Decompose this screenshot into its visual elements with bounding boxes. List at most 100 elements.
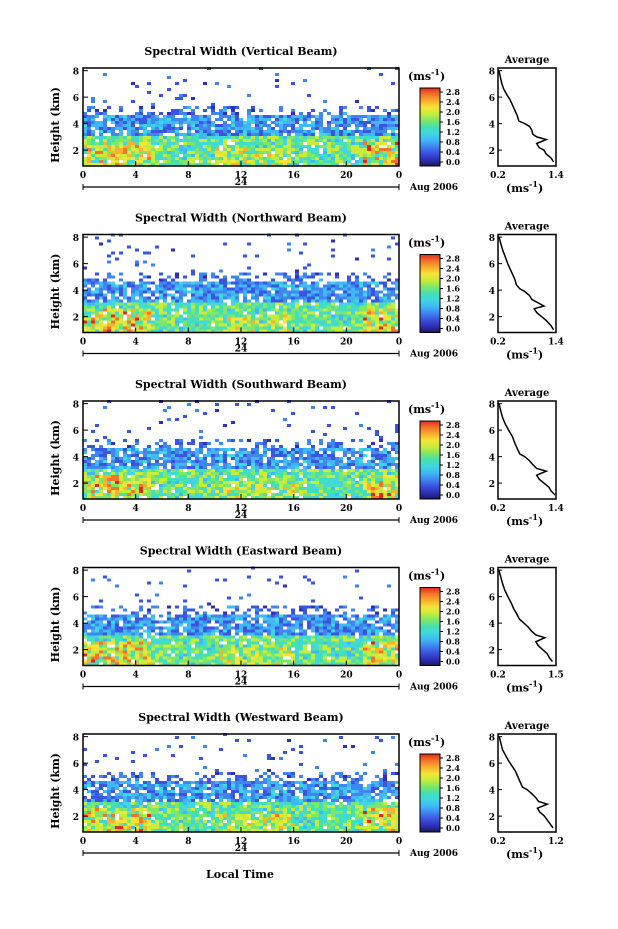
y-tick-label: 2 [73, 147, 79, 157]
heatmap-cell [235, 662, 239, 666]
heatmap-cell [347, 151, 351, 154]
heatmap-cell [191, 133, 195, 136]
heatmap-cell [267, 308, 271, 312]
heatmap-cell [335, 130, 339, 133]
heatmap-cell [131, 329, 135, 333]
heatmap-cell [247, 311, 251, 315]
heatmap-cell [167, 484, 171, 487]
heatmap-cell [359, 296, 363, 300]
heatmap-cell [303, 133, 307, 136]
heatmap-cell [383, 151, 387, 154]
heatmap-cell [167, 124, 171, 127]
heatmap-cell [371, 484, 375, 487]
heatmap-cell [235, 326, 239, 330]
heatmap-cell [235, 490, 239, 493]
heatmap-cell [295, 148, 299, 151]
heatmap-cell [235, 478, 239, 481]
heatmap-cell [107, 284, 111, 288]
heatmap-cell [151, 635, 155, 639]
heatmap-cell [91, 142, 95, 145]
heatmap-cell [215, 284, 219, 288]
y-tick-label: 2 [73, 314, 79, 324]
heatmap-cell [147, 481, 151, 484]
heatmap-cell [395, 638, 399, 642]
heatmap-cell [127, 127, 131, 130]
heatmap-cell [243, 496, 247, 499]
x-tick-label: 20 [340, 504, 353, 514]
heatmap-cell [123, 302, 127, 306]
heatmap-cell [287, 311, 291, 315]
heatmap-cell [95, 299, 99, 303]
heatmap-cell [271, 329, 275, 333]
heatmap-cell [279, 448, 283, 451]
heatmap-cell [175, 326, 179, 330]
heatmap-cell [387, 299, 391, 303]
heatmap-cell [275, 653, 279, 657]
heatmap-cell [199, 124, 203, 127]
heatmap-cell [91, 154, 95, 157]
heatmap-cell [395, 448, 399, 451]
heatmap-cell [339, 296, 343, 300]
heatmap-cell [223, 275, 227, 279]
heatmap-cell [387, 163, 391, 166]
heatmap-cell [231, 151, 235, 154]
heatmap-cell [303, 308, 307, 312]
heatmap-cell [127, 460, 131, 463]
colorbar-tick-label: 0.4 [446, 480, 460, 490]
heatmap-cell [247, 484, 251, 487]
heatmap-cell [367, 326, 371, 330]
heatmap-cell [383, 308, 387, 312]
heatmap-cell [139, 659, 143, 663]
heatmap-cell [287, 638, 291, 642]
heatmap-cell [175, 496, 179, 499]
heatmap-cell [275, 85, 279, 88]
heatmap-cell [143, 326, 147, 330]
heatmap-cell [195, 130, 199, 133]
heatmap-cell [103, 653, 107, 657]
heatmap-cell [291, 662, 295, 666]
heatmap-cell [259, 481, 263, 484]
heatmap-cell [99, 124, 103, 127]
heatmap-cell [375, 160, 379, 163]
heatmap-cell [91, 290, 95, 294]
heatmap-cell [303, 290, 307, 294]
heatmap-cell [211, 145, 215, 148]
heatmap-cell [207, 641, 211, 645]
colorbar-tick-label: 0.0 [446, 324, 460, 334]
heatmap-cell [87, 305, 91, 309]
heatmap-cell [87, 656, 91, 660]
heatmap-cell [167, 454, 171, 457]
heatmap-cell [167, 305, 171, 309]
heatmap-cell [263, 656, 267, 660]
heatmap-cell [207, 320, 211, 324]
heatmap-cell [219, 305, 223, 309]
heatmap-cell [107, 466, 111, 469]
heatmap-cell [363, 130, 367, 133]
heatmap-cell [231, 157, 235, 160]
heatmap-cell [371, 662, 375, 666]
heatmap-cell [263, 314, 267, 318]
heatmap-cell [355, 314, 359, 318]
heatmap-cell [215, 644, 219, 648]
heatmap-cell [239, 139, 243, 142]
heatmap-cell [143, 284, 147, 288]
heatmap-cell [239, 302, 243, 306]
heatmap-cell [87, 287, 91, 291]
average-unit: (ms-1) [506, 346, 543, 362]
heatmap-cell [151, 281, 155, 285]
heatmap-cell [115, 323, 119, 327]
heatmap-cell [167, 320, 171, 324]
heatmap-cell [167, 88, 171, 91]
heatmap-cell [195, 121, 199, 124]
colorbar-tick-label: 2.8 [446, 420, 460, 430]
heatmap-cell [163, 641, 167, 645]
colorbar-tick-label: 0.8 [446, 304, 460, 314]
heatmap-cell [247, 242, 251, 246]
heatmap-cell [191, 317, 195, 321]
heatmap-cell [199, 281, 203, 285]
heatmap-cell [327, 635, 331, 639]
heatmap-cell [123, 638, 127, 642]
heatmap-cell [323, 130, 327, 133]
heatmap-cell [247, 641, 251, 645]
heatmap-cell [179, 157, 183, 160]
